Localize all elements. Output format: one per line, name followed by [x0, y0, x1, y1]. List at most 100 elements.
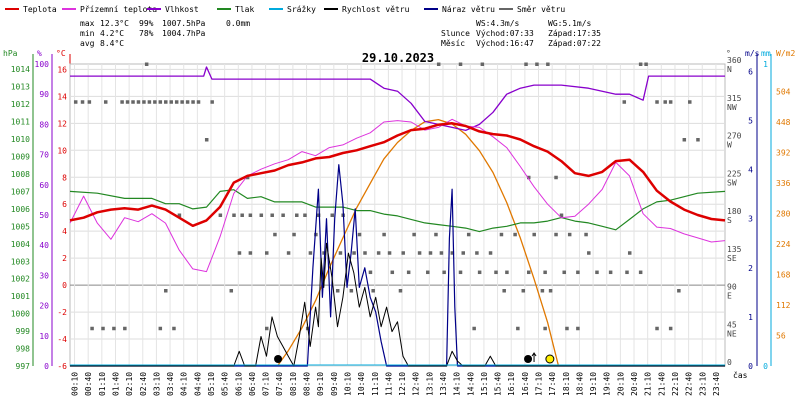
- stats-min-hum: 78%: [139, 29, 154, 38]
- wind-tick-label: 1: [748, 313, 753, 322]
- pressure-line: [69, 189, 726, 233]
- direction-dot: [87, 100, 92, 104]
- direction-dot: [363, 251, 367, 255]
- direction-dot: [625, 270, 629, 275]
- direction-dot: [401, 251, 405, 255]
- direction-dot: [458, 62, 463, 66]
- pct-axis-title: %: [37, 49, 42, 58]
- stats-max-temp: 12.3°C: [100, 19, 129, 28]
- stats-max-hum: 99%: [139, 19, 154, 28]
- direction-tick-label: 45: [727, 320, 737, 329]
- wm2-axis-title: W/m2: [776, 49, 795, 58]
- humidity-tick-label: 100: [35, 60, 50, 69]
- humidity-tick-label: 20: [39, 302, 49, 311]
- direction-dot: [330, 213, 334, 217]
- direction-dot: [696, 138, 700, 142]
- humidity-tick-label: 40: [39, 241, 49, 250]
- time-tick-label: 11:10: [371, 372, 380, 396]
- temp-tick-label: 2: [62, 254, 67, 263]
- direction-dot: [472, 326, 476, 331]
- stats-min-label: min: [80, 29, 95, 38]
- direction-dot: [248, 213, 253, 217]
- direction-dot: [532, 232, 536, 237]
- legend-label: Náraz větru: [442, 5, 495, 14]
- direction-dot: [527, 270, 531, 275]
- direction-dot: [505, 270, 509, 275]
- time-tick-label: 17:40: [548, 372, 557, 396]
- direction-tick-compass: NW: [727, 103, 737, 112]
- direction-dot: [265, 326, 269, 331]
- direction-dot: [439, 251, 444, 255]
- direction-dot: [499, 232, 504, 237]
- stats-block: max 12.3°C 99% 1007.5hPa 0.0mm min 4.2°C…: [80, 19, 250, 48]
- direction-dot: [147, 100, 152, 104]
- direction-dot: [164, 100, 168, 104]
- time-tick-label: 15:40: [494, 372, 503, 396]
- direction-dot: [554, 175, 558, 180]
- time-tick-label: 23:10: [698, 372, 707, 396]
- direction-dot: [426, 270, 430, 275]
- direction-dot: [417, 251, 422, 255]
- direction-dot: [546, 62, 550, 66]
- direction-dot: [191, 100, 195, 104]
- direction-dot: [338, 251, 343, 255]
- direction-dot: [270, 213, 274, 217]
- moonrise-marker: [524, 355, 533, 363]
- temp-tick-label: 4: [62, 227, 67, 236]
- time-tick-label: 00:40: [84, 372, 93, 396]
- stats-max-rain: 0.0mm: [226, 19, 250, 28]
- time-tick-label: 17:10: [535, 372, 544, 396]
- pressure-tick-label: 1007: [11, 187, 30, 196]
- direction-dot: [502, 289, 506, 293]
- direction-dot: [210, 100, 214, 104]
- direction-dot: [688, 100, 692, 104]
- wind-line: [70, 242, 725, 367]
- moon-set: Západ:07:22: [548, 39, 601, 48]
- humidity-tick-label: 50: [39, 211, 49, 220]
- solar-tick-label: 504: [776, 87, 791, 96]
- direction-dot: [475, 251, 479, 255]
- ms-axis-title: m/s: [745, 49, 760, 58]
- pressure-tick-label: 1002: [11, 275, 30, 284]
- time-tick-label: 13:10: [425, 372, 434, 396]
- time-tick-label: 06:40: [248, 372, 257, 396]
- humidity-line: [70, 66, 725, 132]
- moon-label: Měsíc: [441, 39, 465, 48]
- time-tick-label: 18:40: [575, 372, 584, 396]
- direction-dot: [458, 270, 463, 275]
- direction-dot: [480, 62, 485, 66]
- sunrise-marker: [274, 355, 283, 363]
- moonrise-arrow: [531, 352, 537, 362]
- pressure-tick-label: 1009: [11, 153, 30, 162]
- direction-dot: [158, 100, 163, 104]
- direction-dot: [382, 232, 386, 237]
- direction-dot: [237, 251, 242, 255]
- time-tick-label: 19:10: [589, 372, 598, 396]
- pressure-tick-label: 1006: [11, 205, 30, 214]
- direction-dot: [677, 289, 681, 293]
- legend-label: Tlak: [235, 5, 254, 14]
- direction-dot: [466, 232, 471, 237]
- temp-tick-label: 0: [62, 281, 67, 290]
- direction-dot: [668, 326, 673, 331]
- direction-dot: [461, 251, 465, 255]
- direction-dot: [595, 270, 599, 275]
- solar-tick-label: 112: [776, 301, 791, 310]
- direction-dot: [436, 62, 441, 66]
- wind-tick-label: 2: [748, 264, 753, 273]
- pressure-tick-label: 1013: [11, 83, 30, 92]
- direction-dot: [218, 213, 223, 217]
- direction-dot: [308, 251, 313, 255]
- direction-dot: [428, 251, 433, 255]
- direction-dot: [322, 251, 326, 255]
- direction-dot: [412, 232, 416, 237]
- direction-dot: [543, 326, 547, 331]
- direction-dot: [286, 251, 291, 255]
- legend-label: Rychlost větru: [342, 5, 410, 14]
- humidity-tick-label: 10: [39, 332, 49, 341]
- direction-dot: [204, 138, 209, 142]
- direction-dot: [316, 213, 321, 217]
- legend-label: Přízemní teplota: [80, 5, 157, 14]
- temp-tick-label: 16: [57, 65, 67, 74]
